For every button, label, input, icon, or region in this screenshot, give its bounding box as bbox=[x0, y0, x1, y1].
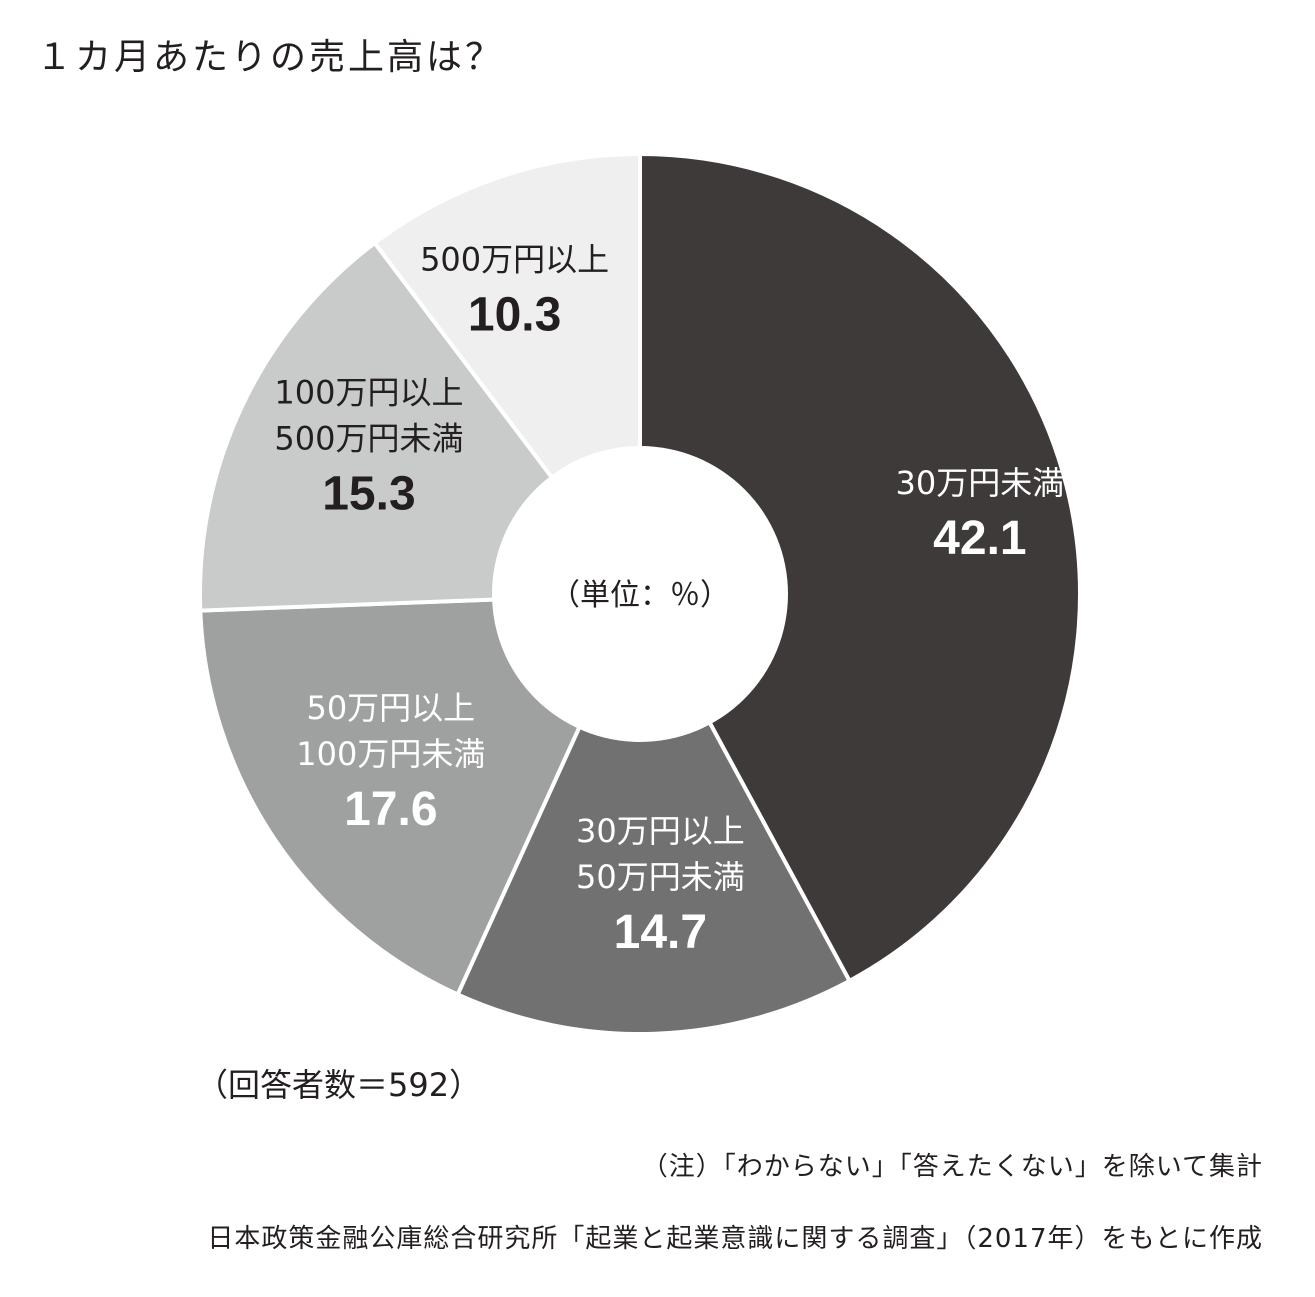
slice-4-category-label-0: 500万円以上 bbox=[420, 241, 609, 279]
slice-1-value-label: 14.7 bbox=[614, 906, 707, 959]
donut-slices bbox=[198, 151, 1082, 1036]
chart-title: １カ月あたりの売上高は？ bbox=[36, 37, 505, 78]
respondent-count: （回答者数＝592） bbox=[196, 1066, 482, 1104]
source-citation: 日本政策金融公庫総合研究所「起業と起業意識に関する調査」（2017年）をもとに作… bbox=[207, 1224, 1263, 1254]
slice-1-category-label-0: 30万円以上 bbox=[576, 812, 745, 850]
slice-1-category-label-1: 50万円未満 bbox=[576, 858, 745, 896]
slice-0-category-label-0: 30万円未満 bbox=[896, 464, 1065, 502]
slice-labels: 30万円未満 42.1 30万円以上 50万円未満 14.7 50万円以上 100万円未満 1… bbox=[274, 241, 1064, 959]
slice-3-value-label: 15.3 bbox=[322, 467, 415, 520]
slice-3-category-label-1: 500万円未満 bbox=[274, 419, 463, 457]
slice-2-category-label-1: 100万円未満 bbox=[296, 735, 485, 773]
footnote: （注）「わからない」「答えたくない」を除いて集計 bbox=[641, 1152, 1263, 1182]
slice-0 bbox=[638, 151, 1082, 984]
donut-hole bbox=[492, 446, 788, 742]
slice-2 bbox=[198, 591, 644, 998]
slice-3-category-label-0: 100万円以上 bbox=[274, 373, 463, 411]
slice-4-value-label: 10.3 bbox=[468, 289, 561, 342]
slice-0-value-label: 42.1 bbox=[933, 512, 1026, 565]
slice-1 bbox=[455, 589, 853, 1036]
slice-2-value-label: 17.6 bbox=[344, 783, 437, 836]
center-unit-label: （単位：％） bbox=[550, 578, 730, 613]
slice-2-category-label-0: 50万円以上 bbox=[306, 689, 475, 727]
